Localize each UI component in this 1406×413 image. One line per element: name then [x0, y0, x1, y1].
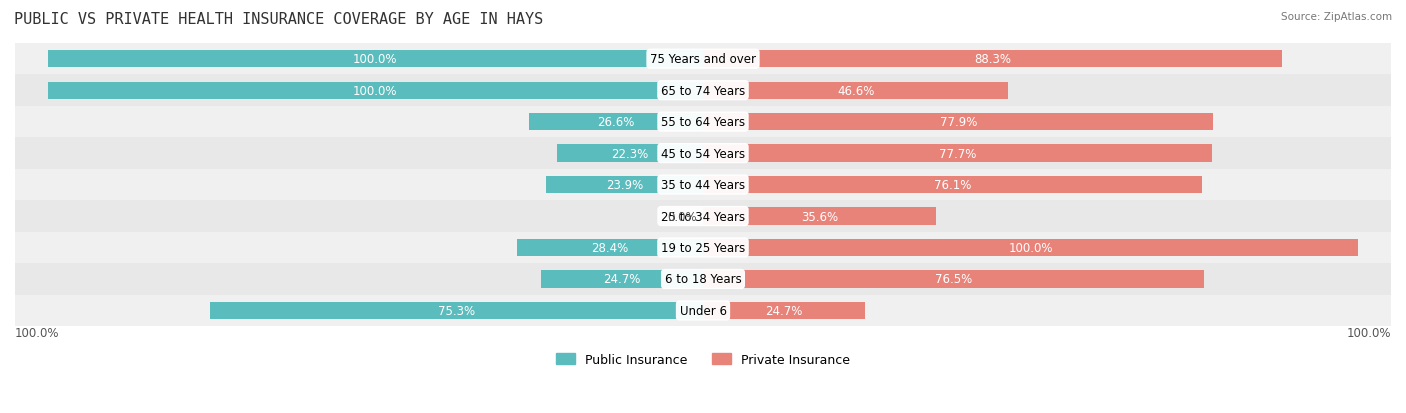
Bar — [15, 138, 1391, 169]
Bar — [703, 51, 1282, 68]
Bar — [547, 176, 703, 194]
Bar — [15, 295, 1391, 326]
Bar — [557, 145, 703, 162]
Text: 76.5%: 76.5% — [935, 273, 973, 286]
Bar — [529, 114, 703, 131]
Text: 75 Years and over: 75 Years and over — [650, 53, 756, 66]
Bar — [703, 239, 1358, 256]
Text: 0.0%: 0.0% — [666, 210, 696, 223]
Text: Under 6: Under 6 — [679, 304, 727, 317]
Bar — [703, 271, 1205, 288]
Text: 76.1%: 76.1% — [934, 179, 972, 192]
Text: 55 to 64 Years: 55 to 64 Years — [661, 116, 745, 129]
Bar — [15, 44, 1391, 75]
Text: 77.7%: 77.7% — [939, 147, 976, 160]
Text: 46.6%: 46.6% — [837, 85, 875, 97]
Text: 35.6%: 35.6% — [801, 210, 838, 223]
Bar — [703, 208, 936, 225]
Text: PUBLIC VS PRIVATE HEALTH INSURANCE COVERAGE BY AGE IN HAYS: PUBLIC VS PRIVATE HEALTH INSURANCE COVER… — [14, 12, 543, 27]
Text: 24.7%: 24.7% — [603, 273, 641, 286]
Text: 35 to 44 Years: 35 to 44 Years — [661, 179, 745, 192]
Text: 65 to 74 Years: 65 to 74 Years — [661, 85, 745, 97]
Bar — [703, 176, 1202, 194]
Bar — [48, 82, 703, 100]
Bar — [15, 201, 1391, 232]
Text: 75.3%: 75.3% — [437, 304, 475, 317]
Text: 6 to 18 Years: 6 to 18 Years — [665, 273, 741, 286]
Text: 88.3%: 88.3% — [974, 53, 1011, 66]
Bar — [517, 239, 703, 256]
Text: 24.7%: 24.7% — [765, 304, 803, 317]
Text: 26.6%: 26.6% — [598, 116, 634, 129]
Bar — [703, 82, 1008, 100]
Bar — [15, 232, 1391, 263]
Text: 28.4%: 28.4% — [592, 242, 628, 254]
Bar — [15, 169, 1391, 201]
Text: 77.9%: 77.9% — [939, 116, 977, 129]
Text: 100.0%: 100.0% — [353, 85, 398, 97]
Text: 100.0%: 100.0% — [1008, 242, 1053, 254]
Text: 100.0%: 100.0% — [353, 53, 398, 66]
Text: 19 to 25 Years: 19 to 25 Years — [661, 242, 745, 254]
Legend: Public Insurance, Private Insurance: Public Insurance, Private Insurance — [551, 348, 855, 371]
Bar — [703, 302, 865, 319]
Bar — [209, 302, 703, 319]
Text: 100.0%: 100.0% — [1347, 326, 1391, 339]
Text: 23.9%: 23.9% — [606, 179, 644, 192]
Text: 100.0%: 100.0% — [15, 326, 59, 339]
Bar — [541, 271, 703, 288]
Bar — [703, 114, 1213, 131]
Bar — [15, 107, 1391, 138]
Text: 22.3%: 22.3% — [612, 147, 648, 160]
Bar — [15, 263, 1391, 295]
Bar — [15, 75, 1391, 107]
Bar — [703, 145, 1212, 162]
Text: Source: ZipAtlas.com: Source: ZipAtlas.com — [1281, 12, 1392, 22]
Text: 25 to 34 Years: 25 to 34 Years — [661, 210, 745, 223]
Text: 45 to 54 Years: 45 to 54 Years — [661, 147, 745, 160]
Bar — [48, 51, 703, 68]
